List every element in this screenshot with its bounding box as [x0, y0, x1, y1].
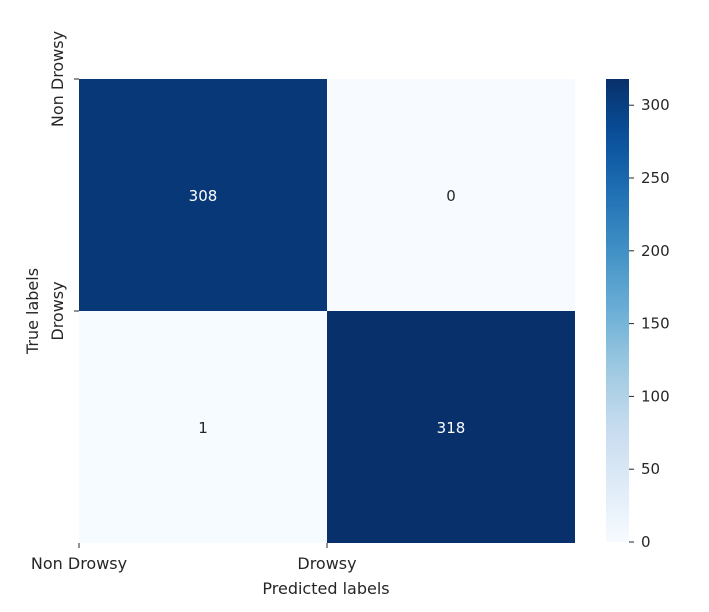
y-tick-label: Drowsy [48, 281, 67, 340]
colorbar-tick-label: 300 [641, 96, 670, 114]
y-axis-label: True labels [23, 268, 42, 355]
colorbar [606, 79, 629, 542]
colorbar-tick-label: 150 [641, 315, 670, 333]
x-axis-ticks: Non Drowsy Drowsy [31, 543, 357, 573]
cell-value-1-1: 318 [437, 419, 466, 437]
cell-value-0-0: 308 [189, 187, 218, 205]
cell-annotations: 308 0 1 318 [189, 187, 466, 437]
colorbar-tick-label: 50 [641, 460, 660, 478]
x-axis-label: Predicted labels [262, 579, 389, 598]
heatmap-cell-0-1 [327, 79, 575, 311]
heatmap-cells [79, 79, 575, 543]
x-tick-label: Non Drowsy [31, 554, 127, 573]
colorbar-ticks: 0 50 100 150 200 250 300 [629, 96, 670, 551]
colorbar-tick-label: 0 [641, 533, 651, 551]
cell-value-0-1: 0 [446, 187, 456, 205]
cell-value-1-0: 1 [198, 419, 208, 437]
y-axis-ticks: Non Drowsy Drowsy [48, 31, 79, 341]
colorbar-tick-label: 250 [641, 169, 670, 187]
colorbar-tick-label: 200 [641, 242, 670, 260]
heatmap-cell-1-1 [327, 311, 575, 543]
colorbar-tick-label: 100 [641, 387, 670, 405]
heatmap-cell-1-0 [79, 311, 327, 543]
x-tick-label: Drowsy [297, 554, 356, 573]
y-tick-label: Non Drowsy [48, 31, 67, 127]
heatmap-cell-0-0 [79, 79, 327, 311]
